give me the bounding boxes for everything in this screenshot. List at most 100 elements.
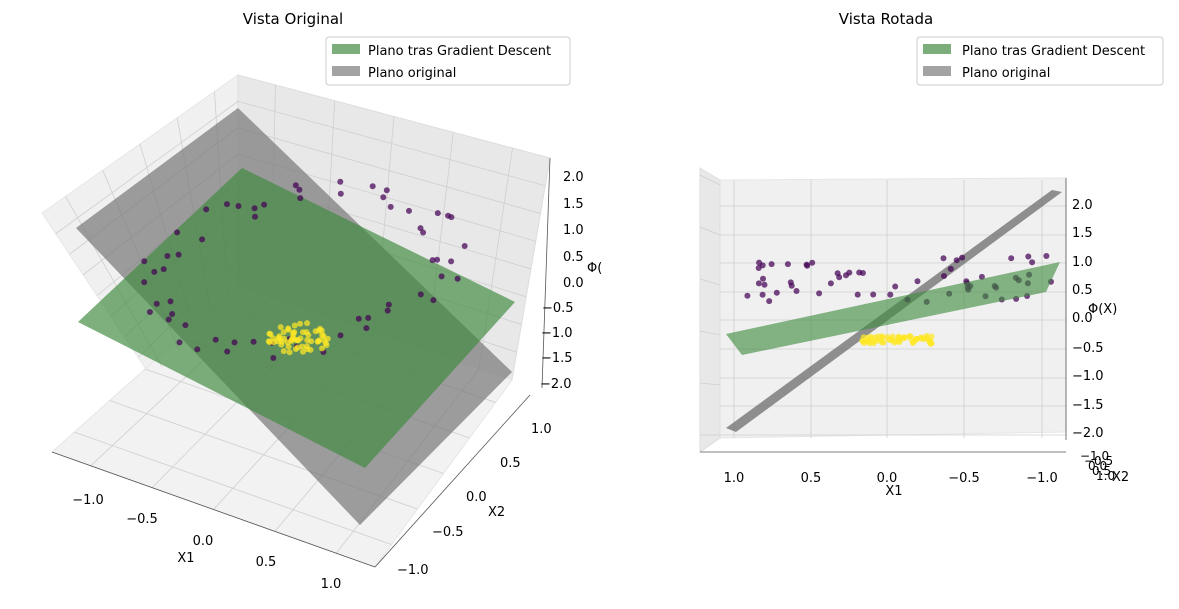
point-class-0: [251, 205, 258, 212]
point-class-0: [224, 348, 231, 355]
point-class-0: [1043, 253, 1050, 259]
point-class-1: [316, 327, 322, 334]
point-class-1: [300, 348, 306, 355]
point-class-1: [278, 341, 285, 348]
point-class-0: [773, 289, 780, 296]
z-tick: 1.0: [563, 223, 584, 238]
point-class-0: [788, 282, 795, 289]
legend-label: Plano original: [962, 66, 1050, 81]
point-class-0: [761, 281, 768, 288]
z-tick: −1.5: [1072, 398, 1104, 413]
point-class-1: [888, 335, 895, 342]
point-class-1: [928, 333, 935, 340]
point-class-0: [760, 275, 766, 282]
point-class-0: [941, 273, 947, 279]
point-class-1: [280, 348, 287, 355]
y-tick-labels: −1.0 −0.5 0.0 0.5 1.0: [1080, 449, 1115, 483]
legend-label: Plano original: [368, 66, 456, 81]
x-tick: −0.5: [948, 471, 980, 486]
point-class-1: [297, 320, 304, 327]
x-tick: −1.0: [72, 493, 104, 508]
point-class-0: [756, 259, 763, 266]
legend-label: Plano tras Gradient Descent: [962, 44, 1145, 59]
point-class-0: [854, 291, 861, 298]
y-tick: 0.0: [1088, 459, 1107, 473]
point-class-0: [978, 273, 985, 280]
point-class-0: [461, 243, 468, 249]
z-axis-line: [541, 157, 551, 389]
point-class-0: [165, 316, 172, 323]
point-class-0: [297, 195, 304, 202]
point-class-1: [277, 324, 284, 331]
point-class-0: [434, 256, 441, 263]
point-class-0: [959, 254, 966, 261]
point-class-1: [927, 340, 934, 347]
x-axis-label: X1: [177, 551, 194, 566]
point-class-0: [231, 339, 238, 346]
y-tick: −0.5: [432, 525, 464, 540]
z-tick: −2.0: [540, 377, 572, 392]
point-class-1: [859, 337, 866, 344]
point-class-0: [856, 269, 863, 276]
point-class-1: [319, 345, 326, 352]
point-class-0: [235, 203, 242, 209]
subplot-rotated: Vista Rotada 1.0 0.5 0.0 −0.5 −1.0 X1 −1…: [699, 10, 1164, 499]
point-class-0: [270, 355, 277, 361]
point-class-0: [369, 183, 376, 190]
subplot-original: Vista Original −1.0 −0.5 0.0 0.5 1.0 X1 …: [41, 10, 602, 592]
grid-line: [699, 174, 721, 186]
legend-label: Plano tras Gradient Descent: [368, 44, 551, 59]
z-tick: 0.5: [1072, 283, 1093, 298]
y-axis-line: [374, 394, 531, 568]
z-tick: 0.0: [1072, 311, 1093, 326]
point-class-0: [768, 261, 775, 268]
z-tick: 0.5: [563, 250, 584, 265]
point-class-0: [827, 280, 834, 287]
point-class-1: [901, 335, 907, 342]
x-tick: 1.0: [321, 577, 342, 592]
y-axis-label: X2: [1112, 470, 1129, 485]
point-class-1: [316, 337, 323, 344]
descent-plane: [78, 168, 515, 468]
point-class-0: [846, 269, 853, 276]
point-class-0: [252, 213, 258, 220]
legend: Plano tras Gradient Descent Plano origin…: [325, 36, 571, 86]
z-tick: −1.0: [541, 326, 573, 341]
point-class-0: [387, 203, 394, 210]
grid-lines: [699, 174, 1066, 438]
point-class-0: [337, 332, 344, 339]
z-tick: 1.5: [563, 197, 584, 212]
point-class-0: [175, 251, 182, 258]
point-class-0: [363, 325, 370, 332]
x-tick-labels: 1.0 0.5 0.0 −0.5 −1.0: [724, 471, 1058, 486]
point-class-0: [947, 265, 954, 272]
point-class-1: [305, 332, 312, 338]
x-tick: 0.0: [193, 534, 214, 549]
grid-line: [699, 382, 721, 386]
x-tick: 0.5: [256, 555, 277, 570]
point-class-1: [880, 339, 887, 346]
point-class-0: [203, 206, 210, 213]
point-class-1: [307, 346, 314, 353]
z-tick-labels: −2.0 −1.5 −1.0 −0.5 0.0 0.5 1.0 1.5 2.0: [1072, 198, 1104, 441]
grid-line: [699, 278, 721, 286]
legend-box: [325, 36, 571, 86]
point-class-0: [380, 194, 387, 201]
pane-side: [699, 167, 721, 453]
z-tick: −1.0: [1072, 369, 1104, 384]
point-class-0: [384, 307, 391, 314]
point-class-0: [793, 288, 800, 294]
point-class-0: [167, 298, 174, 305]
point-class-0: [434, 210, 441, 217]
z-tick: 1.0: [1072, 255, 1093, 270]
y-tick: 1.0: [1096, 469, 1115, 483]
point-class-1: [292, 336, 299, 343]
point-class-1: [280, 329, 287, 336]
point-class-0: [445, 212, 452, 219]
point-class-0: [164, 253, 171, 259]
point-class-1: [923, 334, 930, 341]
point-class-0: [153, 300, 160, 307]
point-class-0: [784, 261, 791, 268]
z-tick: 0.0: [563, 276, 584, 291]
